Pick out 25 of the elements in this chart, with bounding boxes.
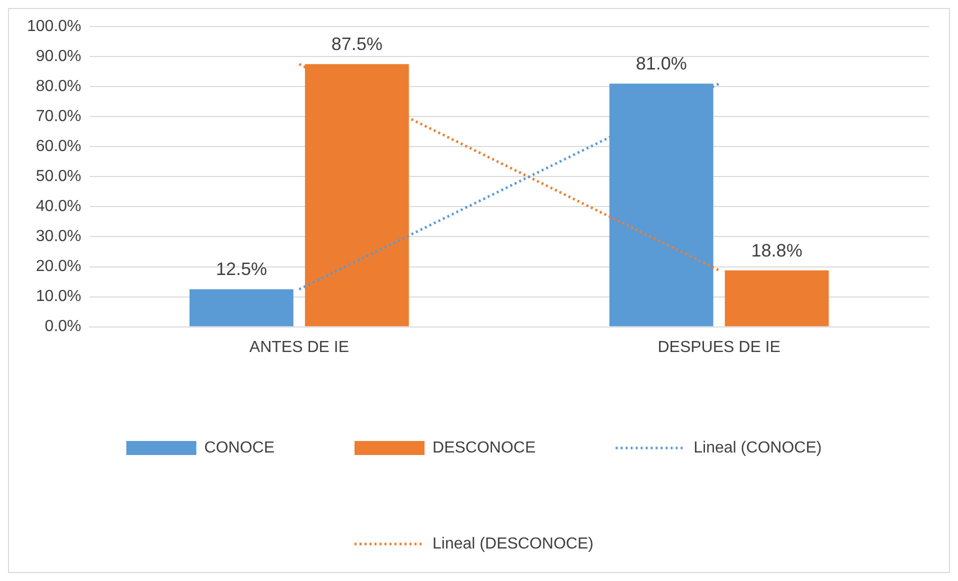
bar — [724, 270, 829, 326]
legend-label: CONOCE — [204, 439, 275, 456]
y-tick-label: 70.0% — [36, 108, 82, 126]
y-tick-label: 90.0% — [36, 48, 82, 66]
bar — [609, 84, 714, 326]
data-label: 81.0% — [636, 54, 687, 74]
data-label: 18.8% — [751, 240, 802, 260]
y-tick-label: 0.0% — [44, 318, 82, 336]
data-label: 87.5% — [331, 34, 382, 54]
legend-label: Lineal (CONOCE) — [694, 439, 822, 456]
bar — [190, 289, 294, 326]
y-tick-label: 50.0% — [36, 168, 82, 186]
y-tick-label: 10.0% — [36, 288, 82, 306]
legend-label: DESCONOCE — [432, 439, 536, 456]
y-tick-label: 20.0% — [36, 258, 82, 276]
legend-label: Lineal (DESCONOCE) — [432, 535, 594, 552]
y-tick-label: 100.0% — [27, 18, 82, 36]
y-tick-label: 80.0% — [36, 78, 82, 96]
x-tick-label: ANTES DE IE — [249, 338, 349, 356]
y-tick-label: 40.0% — [36, 198, 82, 216]
y-tick-label: 30.0% — [36, 228, 82, 246]
data-label: 12.5% — [216, 259, 267, 280]
x-tick-label: DESPUES DE IE — [658, 338, 780, 356]
bar — [304, 64, 409, 326]
y-tick-label: 60.0% — [36, 138, 82, 156]
